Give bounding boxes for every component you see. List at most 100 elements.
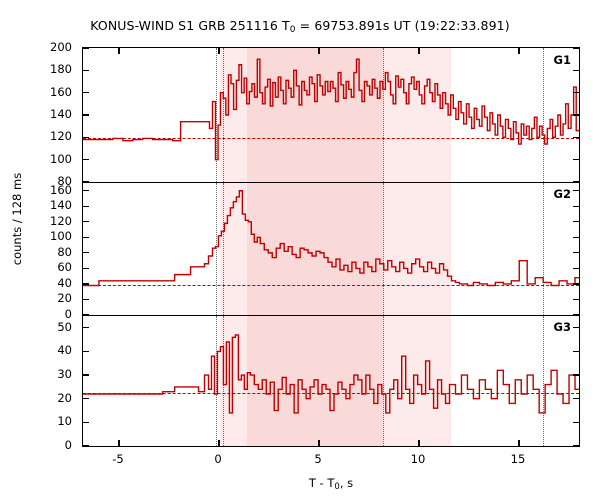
x-axis-tick [518, 48, 520, 54]
y-axis-tick [573, 252, 579, 254]
y-axis-tick [573, 159, 579, 161]
y-axis-tick [573, 314, 579, 315]
y-axis-tick [573, 136, 579, 138]
y-axis-tick [573, 374, 579, 376]
y-axis-tick [83, 159, 89, 161]
y-axis-tick-label: 20 [57, 291, 72, 306]
y-axis-tick-label: 50 [57, 319, 72, 334]
title-suffix: = 69753.891s UT (19:22:33.891) [295, 18, 510, 33]
x-axis-tick [218, 440, 220, 446]
y-axis-tick [573, 48, 579, 49]
y-axis-tick-label: 180 [50, 62, 72, 77]
y-axis-tick-label: 120 [50, 129, 72, 144]
marker-line [216, 183, 217, 315]
y-axis-tick [83, 314, 89, 315]
y-axis-tick [573, 445, 579, 446]
x-axis-tick [118, 440, 120, 446]
panel-label-g3: G3 [553, 320, 571, 334]
marker-line [543, 183, 544, 315]
y-axis-tick [573, 69, 579, 71]
shaded-band [220, 48, 247, 182]
shaded-band [383, 183, 451, 315]
x-axis-tick-label: 5 [314, 452, 322, 466]
y-axis-tick [83, 374, 89, 376]
y-axis-tick [83, 114, 89, 116]
y-axis-tick [83, 398, 89, 400]
x-axis-tick-label: 0 [214, 452, 222, 466]
y-axis-tick-label: 0 [64, 438, 72, 452]
panel-g3: G3 [82, 315, 580, 447]
y-axis-tick [83, 205, 89, 207]
shaded-band [247, 183, 383, 315]
x-axis-tick [318, 48, 320, 54]
x-axis-label: T - T0, s [82, 476, 580, 492]
y-axis-tick [573, 181, 579, 182]
y-axis-tick [573, 327, 579, 329]
y-axis-tick [83, 92, 89, 94]
y-axis-tick [83, 350, 89, 353]
background-level-line [83, 392, 579, 394]
y-axis-tick [83, 283, 89, 285]
y-axis-tick [83, 181, 89, 182]
y-axis-tick [83, 252, 89, 254]
x-axis-tick-label: -5 [112, 452, 124, 466]
y-axis-tick [573, 283, 579, 285]
light-curve-g1 [83, 48, 579, 182]
y-axis-tick-label: 60 [57, 260, 72, 275]
x-axis-label-prefix: T - T [308, 476, 335, 490]
background-level-line [83, 138, 579, 140]
y-axis-tick [83, 298, 89, 301]
marker-line [216, 48, 217, 182]
y-axis-tick [573, 421, 579, 423]
x-axis-tick [418, 440, 420, 446]
y-axis-tick [573, 267, 579, 269]
x-axis-tick [218, 48, 220, 54]
y-axis-tick-label: 120 [50, 213, 72, 228]
y-axis-tick-label: 140 [50, 107, 72, 121]
y-axis-tick [573, 114, 579, 116]
y-axis-tick-label: 30 [57, 367, 72, 382]
y-axis-tick-label: 160 [50, 182, 72, 197]
x-axis-tick [418, 48, 420, 54]
x-axis-tick [118, 48, 120, 54]
background-level-line [83, 284, 579, 286]
title-prefix: KONUS-WIND S1 GRB 251116 T [90, 18, 290, 33]
marker-line [383, 48, 384, 182]
y-axis-label: counts / 128 ms [10, 172, 24, 266]
x-axis-label-subscript: 0 [334, 482, 340, 492]
panel-label-g2: G2 [553, 187, 571, 201]
y-axis-tick-label: 0 [64, 307, 72, 321]
x-axis-tick [318, 440, 320, 446]
y-axis-tick [83, 236, 89, 238]
marker-line [223, 48, 224, 182]
title-subscript: 0 [289, 25, 296, 35]
y-axis-tick [573, 236, 579, 238]
y-axis-tick-label: 80 [57, 244, 72, 259]
y-axis-tick [573, 398, 579, 400]
y-axis-tick [83, 445, 89, 446]
marker-line [223, 183, 224, 315]
panel-g1: G1 [82, 47, 580, 183]
page-title: KONUS-WIND S1 GRB 251116 T0 = 69753.891s… [0, 18, 600, 35]
y-axis-tick [83, 136, 89, 138]
y-axis-tick [573, 205, 579, 207]
y-axis-tick [573, 298, 579, 301]
y-axis-tick [573, 221, 579, 223]
panel-label-g1: G1 [553, 53, 571, 67]
shaded-band [247, 316, 383, 446]
y-axis-tick-label: 100 [50, 151, 72, 166]
y-axis-tick-label: 20 [57, 390, 72, 405]
y-axis-tick [83, 267, 89, 269]
light-curve-g2 [83, 183, 579, 315]
y-axis-tick-label: 160 [50, 84, 72, 99]
marker-line [216, 316, 217, 446]
y-axis-tick-label: 200 [50, 40, 72, 54]
y-axis-tick-label: 10 [57, 414, 72, 429]
x-axis-label-suffix: , s [339, 476, 354, 490]
y-axis-tick [573, 92, 579, 94]
y-axis-tick [573, 190, 579, 192]
y-axis-tick-label: 80 [57, 174, 72, 188]
y-axis-tick [83, 190, 89, 192]
y-axis-tick [83, 327, 89, 329]
y-axis-tick [573, 350, 579, 353]
